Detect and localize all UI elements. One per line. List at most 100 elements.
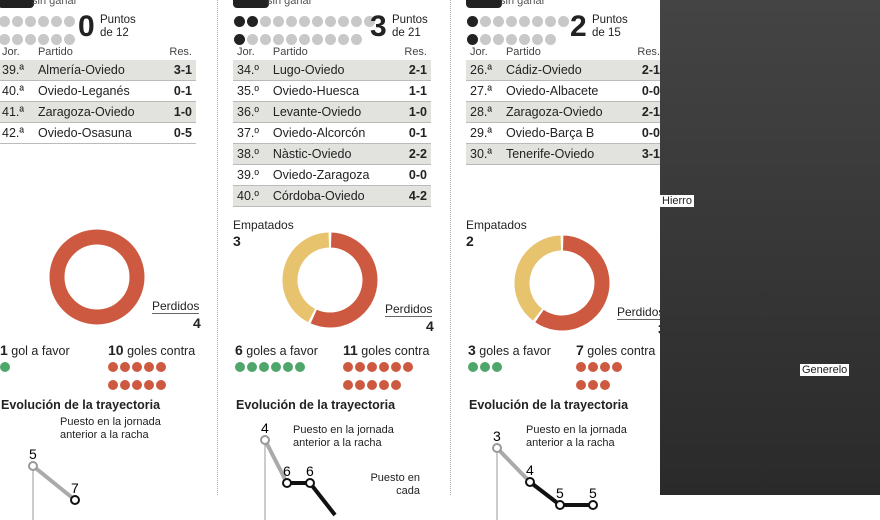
streak-subtitle: sin ganar: [32, 0, 78, 7]
table-row: 29.ª Oviedo-Barça B 0-0: [466, 122, 664, 144]
goal-for-dot: [271, 362, 281, 372]
goal-against-dot: [355, 380, 365, 390]
goal-against-dot: [132, 380, 142, 390]
position-point: [555, 500, 565, 510]
matches-table: Jor. Partido Res. 34.º Lugo-Oviedo 2-1 35.º Ovi…: [233, 44, 431, 207]
goal-for-dot: [283, 362, 293, 372]
goals-for-count: 3: [468, 342, 476, 358]
point-missed-dot: [260, 16, 271, 27]
point-missed-dot: [506, 34, 517, 45]
point-missed-dot: [25, 16, 36, 27]
match-cell: Almería-Oviedo: [33, 60, 160, 81]
point-missed-dot: [286, 16, 297, 27]
position-point: [260, 435, 270, 445]
goal-against-dot: [600, 380, 610, 390]
streak-subtitle: sin ganar: [500, 0, 546, 7]
goal-for-dot: [468, 362, 478, 372]
round-cell: 40.ª: [0, 80, 34, 102]
table-header: Jor. Partido Res.: [233, 44, 431, 60]
match-cell: Oviedo-Barça B: [501, 122, 628, 144]
match-cell: Nàstic-Oviedo: [268, 143, 395, 165]
table-row: 39.º Oviedo-Zaragoza 0-0: [233, 164, 431, 186]
point-missed-dot: [338, 34, 349, 45]
table-header: Jor. Partido Res.: [0, 44, 196, 60]
result-cell: 0-1: [159, 80, 196, 102]
points-value: 2: [570, 10, 587, 43]
goal-against-dot: [144, 362, 154, 372]
result-cell: 0-1: [394, 122, 431, 144]
goal-against-dot: [132, 362, 142, 372]
column-separator: [450, 0, 451, 495]
goal-for-dot: [259, 362, 269, 372]
goal-against-dot: [588, 380, 598, 390]
lost-slice: [49, 229, 145, 325]
goal-against-dot: [600, 362, 610, 372]
evolution-title: Evolución de la trayectoria: [1, 398, 161, 412]
position-label: 5: [556, 485, 564, 501]
goals-against-count: 10: [108, 342, 124, 358]
point-missed-dot: [299, 34, 310, 45]
goal-against-dot: [108, 362, 118, 372]
coaches-photo: Hierro Generelo: [660, 0, 880, 495]
goals-against-text: goles contra: [361, 344, 430, 358]
position-label: 5: [29, 446, 37, 462]
draw-slice: [282, 232, 330, 323]
round-cell: 26.ª: [466, 60, 502, 81]
streak-count-box: [466, 0, 502, 8]
point-missed-dot: [532, 16, 543, 27]
goals-against-dots: [575, 360, 625, 396]
points-dots: [466, 14, 578, 50]
position-point: [525, 477, 535, 487]
column-header: Partido: [37, 46, 73, 58]
photo-label-generelo: Generelo: [800, 364, 850, 376]
result-cell: 3-1: [159, 60, 196, 81]
point-missed-dot: [532, 34, 543, 45]
table-row: 39.ª Almería-Oviedo 3-1: [0, 60, 196, 81]
results-donut: [514, 235, 610, 331]
round-cell: 27.ª: [466, 80, 502, 102]
point-missed-dot: [286, 34, 297, 45]
position-label: 6: [306, 463, 314, 479]
goal-against-dot: [367, 380, 377, 390]
position-label: 5: [589, 485, 597, 501]
column-header: Res.: [169, 46, 192, 58]
point-missed-dot: [312, 16, 323, 27]
evolution-note: Puesto en la jornada anterior a la racha: [526, 424, 627, 449]
table-row: 36.º Levante-Oviedo 1-0: [233, 101, 431, 123]
point-missed-dot: [12, 34, 23, 45]
goals-for-text: gol a favor: [11, 344, 70, 358]
round-cell: 42.ª: [0, 122, 34, 144]
table-row: 41.ª Zaragoza-Oviedo 1-0: [0, 101, 196, 123]
point-missed-dot: [0, 34, 10, 45]
goals-for: 1 gol a favor: [0, 342, 70, 358]
goal-against-dot: [391, 380, 401, 390]
table-row: 26.ª Cádiz-Oviedo 2-1: [466, 60, 664, 81]
point-missed-dot: [351, 16, 362, 27]
points-label-2: de 21: [392, 27, 421, 39]
point-won-dot: [467, 16, 478, 27]
point-missed-dot: [38, 16, 49, 27]
points-label-1: Puntos: [392, 14, 428, 26]
points-value: 3: [370, 10, 387, 43]
point-missed-dot: [545, 16, 556, 27]
point-missed-dot: [480, 34, 491, 45]
result-cell: 0-5: [159, 122, 196, 144]
goal-for-dot: [247, 362, 257, 372]
point-missed-dot: [64, 34, 75, 45]
goals-for-count: 6: [235, 342, 243, 358]
goals-for-dots: [467, 360, 547, 378]
table-row: 35.º Oviedo-Huesca 1-1: [233, 80, 431, 102]
goal-for-dot: [480, 362, 490, 372]
table-row: 27.ª Oviedo-Albacete 0-0: [466, 80, 664, 102]
goal-against-dot: [120, 362, 130, 372]
lost-label: Perdidos: [617, 305, 665, 320]
goals-for: 3 goles a favor: [468, 342, 551, 358]
point-missed-dot: [519, 16, 530, 27]
lost-value: 4: [426, 318, 434, 334]
goal-against-dot: [144, 380, 154, 390]
line-segment: [263, 439, 289, 484]
round-cell: 38.º: [233, 143, 269, 165]
points-label: Puntos de 12: [100, 14, 136, 40]
lost-label: Perdidos: [385, 302, 433, 317]
match-cell: Córdoba-Oviedo: [268, 185, 395, 207]
